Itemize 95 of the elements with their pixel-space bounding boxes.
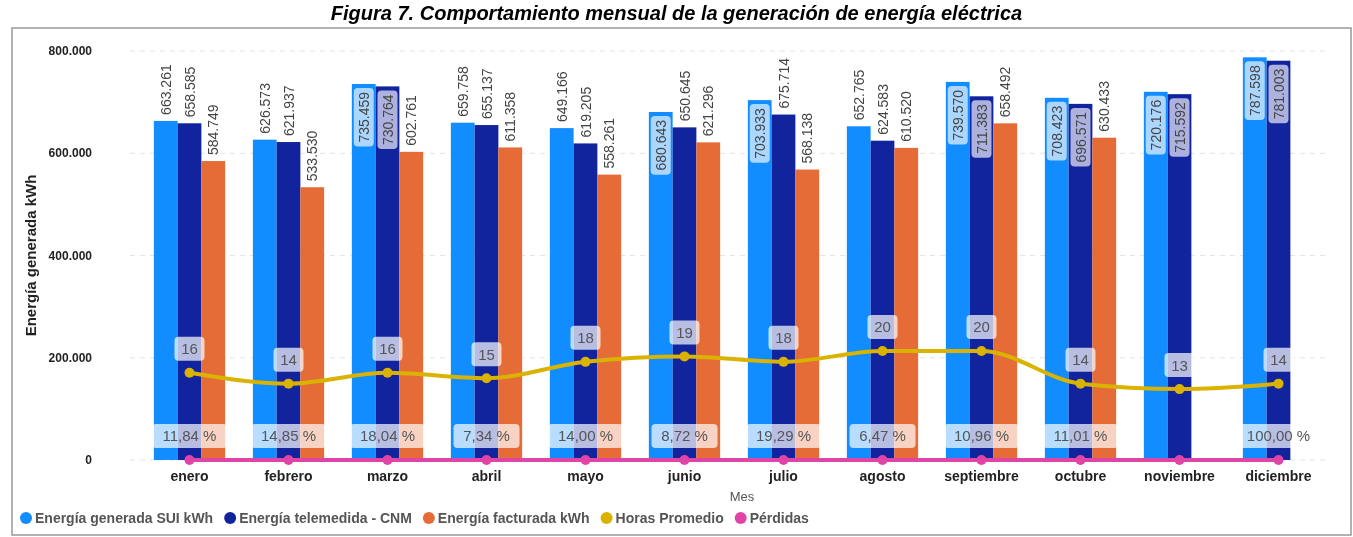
data-label: 14,85 % <box>260 427 317 445</box>
point <box>1174 384 1185 395</box>
point <box>877 345 888 356</box>
point <box>382 367 393 378</box>
bar <box>1143 91 1168 460</box>
data-label: 630.433 <box>1096 80 1113 132</box>
chart-title: Figura 7. Comportamiento mensual de la generación de energía eléctrica <box>330 2 1023 24</box>
x-tick-label: junio <box>666 468 702 484</box>
x-tick-label: noviembre <box>1144 468 1216 484</box>
data-label: 703.933 <box>751 107 768 159</box>
legend-label: Horas Promedio <box>615 510 724 526</box>
legend-label: Energía facturada kWh <box>437 510 590 526</box>
data-label: 20 <box>973 318 990 336</box>
x-tick-label: abril <box>471 468 502 484</box>
x-tick-label: febrero <box>264 468 313 484</box>
data-label: 11,84 % <box>162 427 217 445</box>
legend-label: Energía generada SUI kWh <box>35 510 214 526</box>
x-tick-label: enero <box>170 468 209 484</box>
data-label: 708.423 <box>1048 105 1065 157</box>
data-label: 680.643 <box>652 119 669 171</box>
data-label: 16 <box>379 340 396 358</box>
data-label: 14 <box>1270 351 1287 369</box>
data-label: 655.137 <box>478 68 495 120</box>
data-label: 14 <box>280 351 297 369</box>
x-tick-label: marzo <box>366 468 409 484</box>
data-label: 650.645 <box>676 70 693 122</box>
data-label: 14 <box>1072 351 1089 369</box>
legend-label: Pérdidas <box>749 510 810 526</box>
data-label: 16 <box>181 340 198 358</box>
data-label: 19,29 % <box>755 427 812 445</box>
y-axis-title: Energía generada kWh <box>22 174 39 337</box>
point <box>1075 378 1086 389</box>
legend-label: Energía telemedida - CNM <box>239 510 412 526</box>
data-label: 787.598 <box>1246 65 1263 116</box>
x-tick-label: diciembre <box>1245 468 1312 484</box>
data-label: 711.383 <box>973 104 990 154</box>
y-tick-label: 200.000 <box>48 350 93 365</box>
data-label: 18 <box>577 329 594 347</box>
data-label: 621.937 <box>280 85 297 137</box>
data-label: 20 <box>874 318 891 336</box>
data-label: 715.592 <box>1171 101 1188 153</box>
x-axis-title: Mes <box>729 489 755 504</box>
point <box>580 356 591 367</box>
data-label: 8,72 % <box>661 427 708 445</box>
x-tick-label: mayo <box>567 468 604 484</box>
data-label: 626.573 <box>256 82 273 134</box>
data-label: 10,96 % <box>953 427 1010 445</box>
point <box>679 351 690 362</box>
data-label: 13 <box>1171 356 1188 374</box>
data-label: 610.520 <box>898 91 915 142</box>
x-tick-label: octubre <box>1054 468 1107 484</box>
data-label: 649.166 <box>553 71 570 123</box>
data-label: 781.003 <box>1270 68 1287 120</box>
point <box>976 345 987 356</box>
data-label: 720.176 <box>1147 99 1164 151</box>
data-label: 14,00 % <box>557 427 614 445</box>
data-label: 619.205 <box>577 86 594 138</box>
data-label: 533.530 <box>304 130 321 182</box>
data-label: 18,04 % <box>359 427 416 445</box>
data-label: 730.764 <box>379 94 396 145</box>
y-tick-label: 600.000 <box>48 146 93 161</box>
data-label: 675.714 <box>775 57 792 109</box>
point <box>283 378 294 389</box>
data-label: 6,47 % <box>859 427 906 445</box>
y-tick-label: 800.000 <box>48 44 93 58</box>
data-label: 558.261 <box>601 117 618 169</box>
data-label: 659.758 <box>454 65 471 117</box>
data-label: 7,34 % <box>463 427 510 445</box>
data-label: 611.358 <box>502 91 519 142</box>
data-label: 652.765 <box>850 69 867 121</box>
data-label: 663.261 <box>157 64 174 115</box>
x-tick-label: julio <box>768 468 798 484</box>
x-tick-label: septiembre <box>944 468 1020 484</box>
y-tick-label: 0 <box>85 453 93 467</box>
point <box>184 367 195 378</box>
x-tick-label: agosto <box>859 468 906 484</box>
data-label: 658.492 <box>997 66 1014 118</box>
y-tick-label: 400.000 <box>48 248 93 263</box>
data-label: 11,01 % <box>1053 427 1108 445</box>
data-label: 621.296 <box>700 85 717 137</box>
data-label: 19 <box>676 323 693 341</box>
data-label: 18 <box>775 329 792 347</box>
point <box>778 356 789 367</box>
data-label: 584.749 <box>205 104 222 156</box>
data-label: 739.570 <box>949 89 966 141</box>
data-label: 658.585 <box>181 66 198 118</box>
data-label: 15 <box>478 345 495 363</box>
data-label: 100,00 % <box>1246 427 1311 445</box>
data-label: 735.459 <box>355 91 372 143</box>
data-label: 696.571 <box>1072 111 1089 163</box>
data-label: 602.761 <box>403 95 420 146</box>
point <box>1273 378 1284 389</box>
point <box>481 373 492 384</box>
data-label: 624.583 <box>874 83 891 135</box>
data-label: 568.138 <box>799 112 816 164</box>
